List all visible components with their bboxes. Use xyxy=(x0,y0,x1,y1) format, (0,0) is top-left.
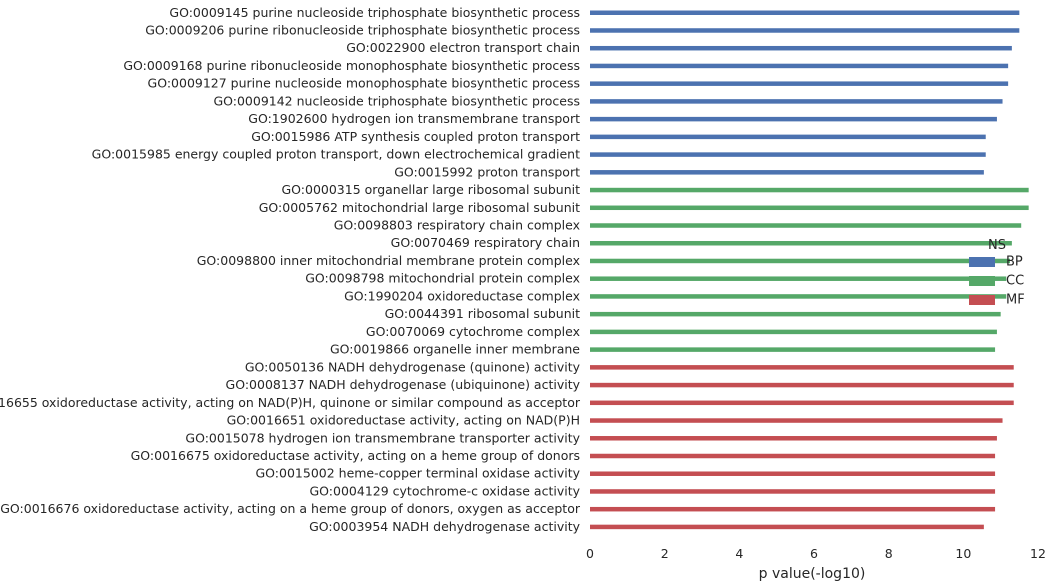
x-tick-label: 4 xyxy=(735,546,743,561)
category-label: GO:0070069 cytochrome complex xyxy=(366,324,580,339)
category-label: GO:0009145 purine nucleoside triphosphat… xyxy=(169,5,580,20)
bar-cc xyxy=(590,347,996,352)
bar-cc xyxy=(590,329,997,335)
bar-bp xyxy=(590,45,1012,51)
bar-cc xyxy=(590,240,1012,246)
category-label: GO:0005762 mitochondrial large ribosomal… xyxy=(259,200,580,215)
bar-cc xyxy=(590,258,1010,264)
x-tick-label: 0 xyxy=(586,546,594,561)
x-tick-label: 12 xyxy=(1030,546,1046,561)
bar-cc xyxy=(590,294,1007,299)
category-label: GO:0015992 proton transport xyxy=(394,164,580,179)
category-label: GO:0015078 hydrogen ion transmembrane tr… xyxy=(185,430,580,445)
category-label: GO:0016676 oxidoreductase activity, acti… xyxy=(0,501,581,516)
bar-bp xyxy=(590,116,997,122)
bar-cc xyxy=(590,311,1001,317)
bar-mf xyxy=(590,436,997,441)
bar-bp xyxy=(590,10,1020,15)
bar-bp xyxy=(590,170,984,175)
bar-cc xyxy=(590,205,1029,211)
category-label: GO:0009127 purine nucleoside monophospha… xyxy=(148,76,580,91)
bar-mf xyxy=(590,489,996,494)
category-label: GO:0009142 nucleoside triphosphate biosy… xyxy=(213,93,580,108)
category-label: GO:0004129 cytochrome-c oxidase activity xyxy=(310,483,581,498)
bars-layer xyxy=(590,10,1029,530)
x-tick-label: 10 xyxy=(955,546,971,561)
bar-mf xyxy=(590,471,996,476)
category-label: GO:0098798 mitochondrial protein complex xyxy=(305,271,580,286)
category-label: GO:0016675 oxidoreductase activity, acti… xyxy=(131,448,580,463)
category-label: GO:0098803 respiratory chain complex xyxy=(334,218,580,233)
category-label: GO:0003954 NADH dehydrogenase activity xyxy=(309,519,581,534)
category-label: GO:0008137 NADH dehydrogenase (ubiquinon… xyxy=(226,377,581,392)
category-label: GO:0070469 respiratory chain xyxy=(391,235,580,250)
category-label: GO:0019866 organelle inner membrane xyxy=(330,342,580,357)
category-label: GO:0098800 inner mitochondrial membrane … xyxy=(197,253,580,268)
category-labels-layer: GO:0009145 purine nucleoside triphosphat… xyxy=(0,5,581,534)
category-label: GO:0009206 purine ribonucleoside triphos… xyxy=(145,22,580,37)
legend-label-cc: CC xyxy=(1006,274,1024,289)
category-label: GO:0015986 ATP synthesis coupled proton … xyxy=(251,129,580,144)
category-label: GO:0015985 energy coupled proton transpo… xyxy=(92,147,580,162)
category-label: GO:0050136 NADH dehydrogenase (quinone) … xyxy=(245,359,581,374)
x-tick-label: 8 xyxy=(885,546,893,561)
bar-mf xyxy=(590,365,1014,370)
category-label: GO:1990204 oxidoreductase complex xyxy=(344,288,580,303)
bar-cc xyxy=(590,187,1029,193)
bar-mf xyxy=(590,453,996,459)
category-label: GO:0000315 organellar large ribosomal su… xyxy=(281,182,580,197)
legend-swatch-mf xyxy=(969,295,995,305)
category-label: GO:0044391 ribosomal subunit xyxy=(385,306,580,321)
bar-bp xyxy=(590,134,986,140)
bar-bp xyxy=(590,81,1009,86)
bar-mf xyxy=(590,400,1014,406)
bar-mf xyxy=(590,524,984,530)
x-axis-label: p value(-log10) xyxy=(759,566,866,582)
x-tick-label: 2 xyxy=(661,546,669,561)
x-ticks-layer: 0 2 4 6 8 10 12 xyxy=(586,546,1046,561)
bar-cc xyxy=(590,276,1007,281)
legend-label-bp: BP xyxy=(1006,255,1023,270)
bar-mf xyxy=(590,418,1003,423)
bar-bp xyxy=(590,99,1003,104)
legend: NS BP CC MF xyxy=(969,238,1025,308)
category-label: GO:0015002 heme-copper terminal oxidase … xyxy=(255,466,580,481)
bar-bp xyxy=(590,63,1009,69)
bar-cc xyxy=(590,223,1022,228)
category-label: GO:1902600 hydrogen ion transmembrane tr… xyxy=(248,111,580,126)
category-label: GO:0009168 purine ribonucleoside monopho… xyxy=(123,58,580,73)
category-label: GO:0016655 oxidoreductase activity, acti… xyxy=(0,395,581,410)
bar-bp xyxy=(590,152,986,157)
legend-label-mf: MF xyxy=(1006,293,1025,308)
legend-swatch-cc xyxy=(969,276,995,286)
bar-mf xyxy=(590,382,1014,388)
bar-mf xyxy=(590,506,996,512)
legend-title: NS xyxy=(988,238,1006,253)
category-label: GO:0016651 oxidoreductase activity, acti… xyxy=(227,413,580,428)
category-label: GO:0022900 electron transport chain xyxy=(346,40,580,55)
bar-bp xyxy=(590,28,1020,33)
x-tick-label: 6 xyxy=(810,546,818,561)
legend-swatch-bp xyxy=(969,257,995,267)
